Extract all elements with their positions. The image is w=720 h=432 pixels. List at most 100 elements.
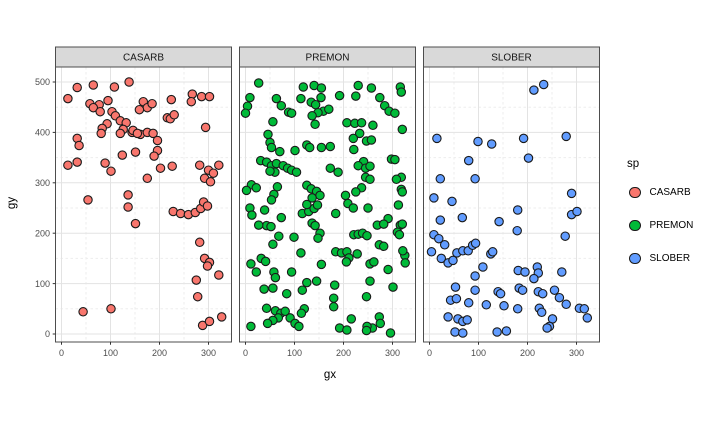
data-point bbox=[253, 78, 264, 88]
data-point bbox=[434, 233, 444, 244]
data-point bbox=[88, 80, 99, 90]
data-point bbox=[253, 220, 264, 230]
legend: sp CASARB PREMON SLOBER bbox=[620, 158, 693, 275]
y-tick-label: 300 bbox=[35, 178, 50, 188]
data-point bbox=[385, 328, 396, 338]
data-point bbox=[429, 193, 439, 203]
data-point bbox=[518, 133, 529, 144]
legend-item-label: SLOBER bbox=[649, 253, 691, 264]
data-point bbox=[340, 190, 351, 201]
data-point bbox=[251, 267, 262, 277]
data-point bbox=[263, 129, 273, 140]
data-point bbox=[463, 298, 474, 308]
data-point bbox=[487, 247, 498, 257]
data-point bbox=[261, 303, 272, 314]
data-point bbox=[192, 291, 203, 302]
data-point bbox=[470, 238, 481, 249]
x-tick-label: 100 bbox=[287, 348, 302, 358]
data-point bbox=[481, 300, 492, 310]
x-tick-label: 300 bbox=[569, 348, 584, 358]
legend-title: sp bbox=[627, 158, 640, 170]
facet-panel-CASARB: CASARB 0 100 200 300 0 100 200 300 400 500 bbox=[35, 46, 232, 358]
data-point bbox=[103, 95, 113, 106]
data-point bbox=[349, 144, 359, 155]
data-point bbox=[393, 200, 404, 210]
data-point bbox=[368, 120, 378, 131]
data-point bbox=[439, 240, 450, 250]
data-point bbox=[142, 173, 153, 184]
data-point bbox=[296, 93, 306, 104]
facet-panel-PREMON: PREMON 0 100 200 300 bbox=[239, 46, 416, 358]
data-point bbox=[342, 325, 352, 335]
legend-item-label: CASARB bbox=[649, 187, 691, 198]
x-tick-label: 300 bbox=[385, 348, 400, 358]
data-point bbox=[398, 246, 408, 256]
data-point bbox=[266, 142, 277, 153]
data-point bbox=[447, 196, 457, 207]
data-point bbox=[310, 99, 321, 110]
data-point bbox=[187, 89, 198, 99]
data-point bbox=[375, 318, 386, 329]
data-point bbox=[495, 288, 506, 299]
data-point bbox=[512, 304, 523, 314]
legend-item-SLOBER: SLOBER bbox=[620, 242, 693, 275]
data-point bbox=[310, 220, 320, 231]
legend-key-circle bbox=[629, 186, 641, 199]
data-point bbox=[366, 83, 377, 93]
data-point bbox=[109, 82, 120, 92]
data-point bbox=[298, 82, 309, 92]
data-point bbox=[397, 219, 408, 229]
data-point bbox=[566, 188, 577, 199]
data-point bbox=[538, 79, 549, 90]
data-point bbox=[315, 190, 325, 201]
legend-key-circle bbox=[629, 219, 641, 232]
data-point bbox=[572, 206, 582, 217]
data-point bbox=[134, 104, 145, 115]
data-point bbox=[351, 187, 361, 197]
legend-item-PREMON: PREMON bbox=[620, 209, 693, 242]
data-point bbox=[435, 174, 446, 184]
data-point bbox=[169, 110, 179, 120]
data-point bbox=[341, 257, 352, 267]
data-point bbox=[542, 323, 552, 333]
data-point bbox=[247, 210, 257, 220]
data-point bbox=[196, 91, 207, 102]
data-point bbox=[549, 285, 560, 295]
data-point bbox=[426, 247, 437, 257]
data-point bbox=[204, 316, 215, 327]
data-point bbox=[325, 141, 336, 152]
data-point bbox=[375, 92, 385, 103]
x-tick-label: 200 bbox=[152, 348, 167, 358]
data-point bbox=[529, 273, 539, 284]
data-point bbox=[276, 212, 287, 223]
data-point bbox=[390, 154, 400, 165]
data-point bbox=[450, 282, 461, 292]
data-point bbox=[470, 271, 480, 281]
data-point bbox=[470, 285, 480, 295]
y-axis-title: gy bbox=[6, 196, 19, 210]
facet-strip bbox=[239, 46, 416, 68]
data-point bbox=[147, 98, 157, 109]
data-point bbox=[194, 237, 205, 248]
data-point bbox=[271, 93, 282, 104]
data-point bbox=[582, 313, 593, 323]
data-point bbox=[275, 146, 285, 157]
x-tick-label: 200 bbox=[520, 348, 535, 358]
x-axis-title: gx bbox=[323, 369, 337, 381]
data-point bbox=[400, 258, 410, 268]
data-point bbox=[334, 90, 345, 101]
data-point bbox=[348, 203, 359, 213]
data-point bbox=[501, 326, 512, 336]
data-point bbox=[281, 288, 292, 299]
data-point bbox=[152, 135, 163, 146]
data-point bbox=[296, 308, 307, 319]
data-point bbox=[397, 187, 408, 197]
data-point bbox=[458, 328, 468, 338]
data-point bbox=[313, 233, 323, 243]
data-point bbox=[365, 174, 375, 185]
data-point bbox=[291, 167, 302, 177]
data-point bbox=[512, 205, 523, 215]
y-tick-label: 200 bbox=[35, 228, 50, 238]
data-point bbox=[348, 133, 359, 144]
data-point bbox=[470, 174, 480, 184]
